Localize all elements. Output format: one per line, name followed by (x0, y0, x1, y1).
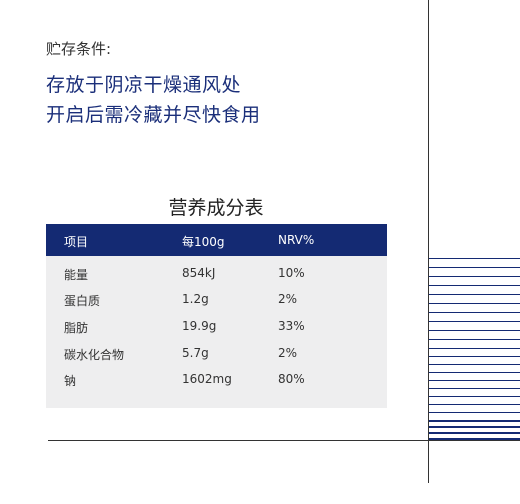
header-item: 项目 (64, 235, 89, 249)
header-nrv: NRV% (278, 233, 315, 247)
table-row: 碳水化合物 5.7g 2% (46, 343, 387, 363)
stripe (429, 396, 520, 397)
stripe (429, 285, 520, 286)
table-row: 钠 1602mg 80% (46, 369, 387, 389)
row-amount: 854kJ (182, 266, 216, 280)
table-row: 能量 854kJ 10% (46, 263, 387, 283)
stripe (429, 372, 520, 373)
stripe (429, 404, 520, 405)
table-row: 蛋白质 1.2g 2% (46, 289, 387, 309)
stripe (429, 432, 520, 434)
row-nrv: 2% (278, 346, 298, 360)
stripe (429, 312, 520, 313)
stripe (429, 339, 520, 340)
header-per-100g: 每100g (182, 235, 225, 249)
nutrition-table-title: 营养成分表 (168, 197, 264, 219)
stripe (429, 330, 520, 331)
stripe (429, 276, 520, 277)
row-name: 能量 (64, 268, 89, 282)
stripe (429, 258, 520, 259)
row-amount: 5.7g (182, 346, 209, 360)
stripe (429, 321, 520, 322)
row-amount: 19.9g (182, 319, 217, 333)
row-nrv: 2% (278, 292, 298, 306)
row-amount: 1602mg (182, 372, 232, 386)
stripe (429, 438, 520, 440)
stripe (429, 388, 520, 389)
vertical-divider (428, 0, 429, 483)
nutrition-table-body: 能量 854kJ 10% 蛋白质 1.2g 2% 脂肪 19.9g 33% 碳水… (46, 256, 387, 408)
stripe (429, 380, 520, 381)
stripe (429, 364, 520, 365)
row-name: 钠 (64, 374, 77, 388)
storage-line-1: 存放于阴凉干燥通风处 (46, 74, 242, 96)
row-nrv: 80% (278, 372, 305, 386)
stripe (429, 303, 520, 304)
row-amount: 1.2g (182, 292, 209, 306)
horizontal-divider (48, 440, 520, 441)
nutrition-table-header: 项目 每100g NRV% (46, 224, 387, 256)
stripe (429, 356, 520, 357)
stripe (429, 420, 520, 422)
row-name: 蛋白质 (64, 294, 101, 308)
stripe (429, 348, 520, 349)
row-nrv: 10% (278, 266, 305, 280)
stripe (429, 412, 520, 413)
table-row: 脂肪 19.9g 33% (46, 316, 387, 336)
storage-label: 贮存条件: (46, 40, 112, 58)
row-nrv: 33% (278, 319, 305, 333)
stripe (429, 267, 520, 268)
storage-line-2: 开启后需冷藏并尽快食用 (46, 104, 261, 126)
stripe (429, 294, 520, 295)
stripe (429, 426, 520, 428)
row-name: 脂肪 (64, 321, 89, 335)
row-name: 碳水化合物 (64, 348, 125, 362)
